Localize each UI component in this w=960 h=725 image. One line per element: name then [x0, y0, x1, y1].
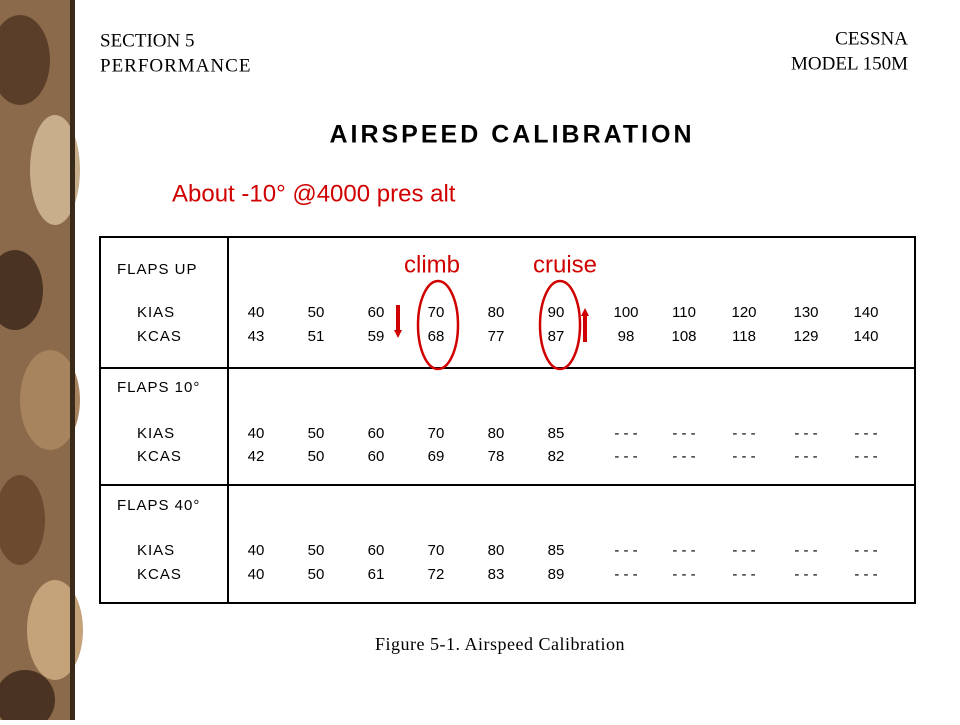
cell: 100 [613, 304, 638, 321]
cell: - - - [794, 566, 817, 583]
cell: - - - [854, 566, 877, 583]
cell: 68 [428, 328, 445, 345]
make: CESSNA [835, 28, 908, 49]
cell: 60 [368, 425, 385, 442]
cell: - - - [854, 448, 877, 465]
title: AIRSPEED CALIBRATION [329, 121, 694, 149]
cell: - - - [614, 542, 637, 559]
section-name: FLAPS 40° [117, 497, 200, 514]
cell: 80 [488, 542, 505, 559]
cell: 87 [548, 328, 565, 345]
cell: 59 [368, 328, 385, 345]
cell: 42 [248, 448, 265, 465]
table-border [99, 236, 916, 604]
cell: 50 [308, 304, 325, 321]
cell: 83 [488, 566, 505, 583]
section: SECTION 5 [100, 30, 194, 51]
cell: - - - [732, 566, 755, 583]
cell: 40 [248, 566, 265, 583]
cell: 69 [428, 448, 445, 465]
cell: 140 [853, 328, 878, 345]
cell: 98 [618, 328, 635, 345]
cell: 110 [672, 304, 696, 321]
cell: 70 [428, 425, 445, 442]
cell: 40 [248, 425, 265, 442]
cell: 120 [731, 304, 756, 321]
cell: - - - [794, 542, 817, 559]
cell: 85 [548, 542, 565, 559]
cell: - - - [672, 542, 695, 559]
cell: - - - [794, 448, 817, 465]
cell: 70 [428, 304, 445, 321]
cell: 118 [732, 328, 756, 345]
cell: - - - [794, 425, 817, 442]
cell: 78 [488, 448, 505, 465]
row-label: KCAS [137, 448, 182, 465]
cell: 60 [368, 448, 385, 465]
cell: 70 [428, 542, 445, 559]
cruise-circle [538, 279, 582, 371]
cell: 43 [248, 328, 265, 345]
cell: - - - [854, 542, 877, 559]
cell: 129 [793, 328, 818, 345]
cell: 82 [548, 448, 565, 465]
cell: - - - [732, 542, 755, 559]
section-name: FLAPS UP [117, 261, 198, 278]
caption: Figure 5-1. Airspeed Calibration [375, 634, 625, 654]
cell: - - - [732, 425, 755, 442]
cell: - - - [614, 425, 637, 442]
cell: 61 [368, 566, 385, 583]
cell: 50 [308, 425, 325, 442]
annotation: About -10° @4000 pres alt [172, 180, 456, 207]
section-name: FLAPS 10° [117, 379, 200, 396]
cell: - - - [672, 425, 695, 442]
cell: - - - [672, 448, 695, 465]
cell: 90 [548, 304, 565, 321]
row-label: KCAS [137, 566, 182, 583]
cell: - - - [614, 566, 637, 583]
cell: 108 [671, 328, 696, 345]
cell: 60 [368, 542, 385, 559]
cell: 85 [548, 425, 565, 442]
cell: - - - [732, 448, 755, 465]
cell: 51 [308, 328, 325, 345]
cell: 50 [308, 566, 325, 583]
cell: 40 [248, 304, 265, 321]
cell: 40 [248, 542, 265, 559]
cell: - - - [672, 566, 695, 583]
subsection: PERFORMANCE [100, 55, 251, 76]
side-decoration [0, 0, 83, 725]
cell: 130 [793, 304, 818, 321]
cell: 89 [548, 566, 565, 583]
model: MODEL 150M [791, 53, 908, 74]
row-label: KIAS [137, 304, 175, 321]
cell: 50 [308, 448, 325, 465]
cell: 50 [308, 542, 325, 559]
cell: 72 [428, 566, 445, 583]
table [99, 236, 916, 604]
cell: - - - [614, 448, 637, 465]
cell: 140 [853, 304, 878, 321]
row-label: KIAS [137, 542, 175, 559]
climb-label: climb [404, 251, 460, 278]
climb-circle [416, 279, 460, 371]
cruise-label: cruise [533, 251, 597, 278]
row-label: KCAS [137, 328, 182, 345]
cell: 77 [488, 328, 505, 345]
row-label: KIAS [137, 425, 175, 442]
cell: 80 [488, 425, 505, 442]
cell: 80 [488, 304, 505, 321]
cell: 60 [368, 304, 385, 321]
cell: - - - [854, 425, 877, 442]
